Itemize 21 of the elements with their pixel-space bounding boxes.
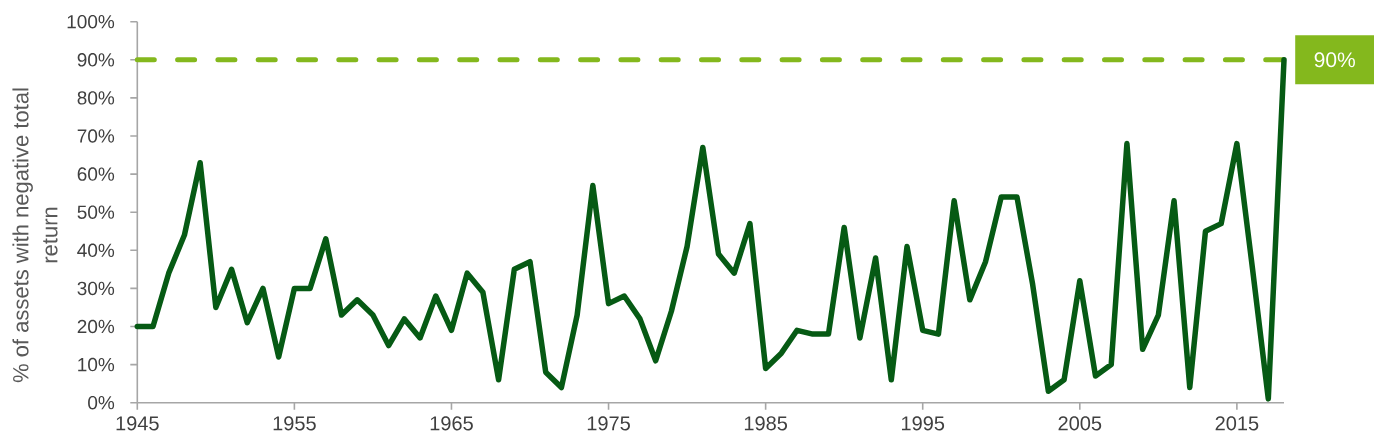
- ref-line-label: 90%: [1314, 52, 1355, 68]
- y-tick-label: 70%: [77, 129, 115, 143]
- y-tick-label: 0%: [88, 395, 115, 410]
- x-tick-label: 1995: [902, 416, 945, 431]
- y-tick-label: 80%: [77, 91, 115, 105]
- x-tick-label: 2015: [1215, 416, 1259, 431]
- x-tick-label: 1985: [744, 416, 788, 431]
- y-tick-label: 50%: [77, 205, 115, 219]
- y-tick-label: 30%: [77, 281, 115, 296]
- y-tick-label: 60%: [77, 167, 115, 181]
- x-tick-label: 1965: [430, 416, 473, 431]
- y-axis-title: % of assets with negative total return: [12, 88, 58, 383]
- y-tick-label: 100%: [67, 14, 115, 29]
- y-tick-label: 90%: [77, 53, 115, 67]
- x-tick-label: 2005: [1058, 416, 1102, 431]
- x-tick-label: 1975: [587, 416, 630, 431]
- y-tick-label: 40%: [77, 243, 115, 258]
- x-tick-label: 1945: [116, 416, 159, 431]
- x-tick-label: 1955: [273, 416, 316, 431]
- y-tick-label: 20%: [77, 319, 115, 334]
- y-tick-label: 10%: [78, 357, 115, 372]
